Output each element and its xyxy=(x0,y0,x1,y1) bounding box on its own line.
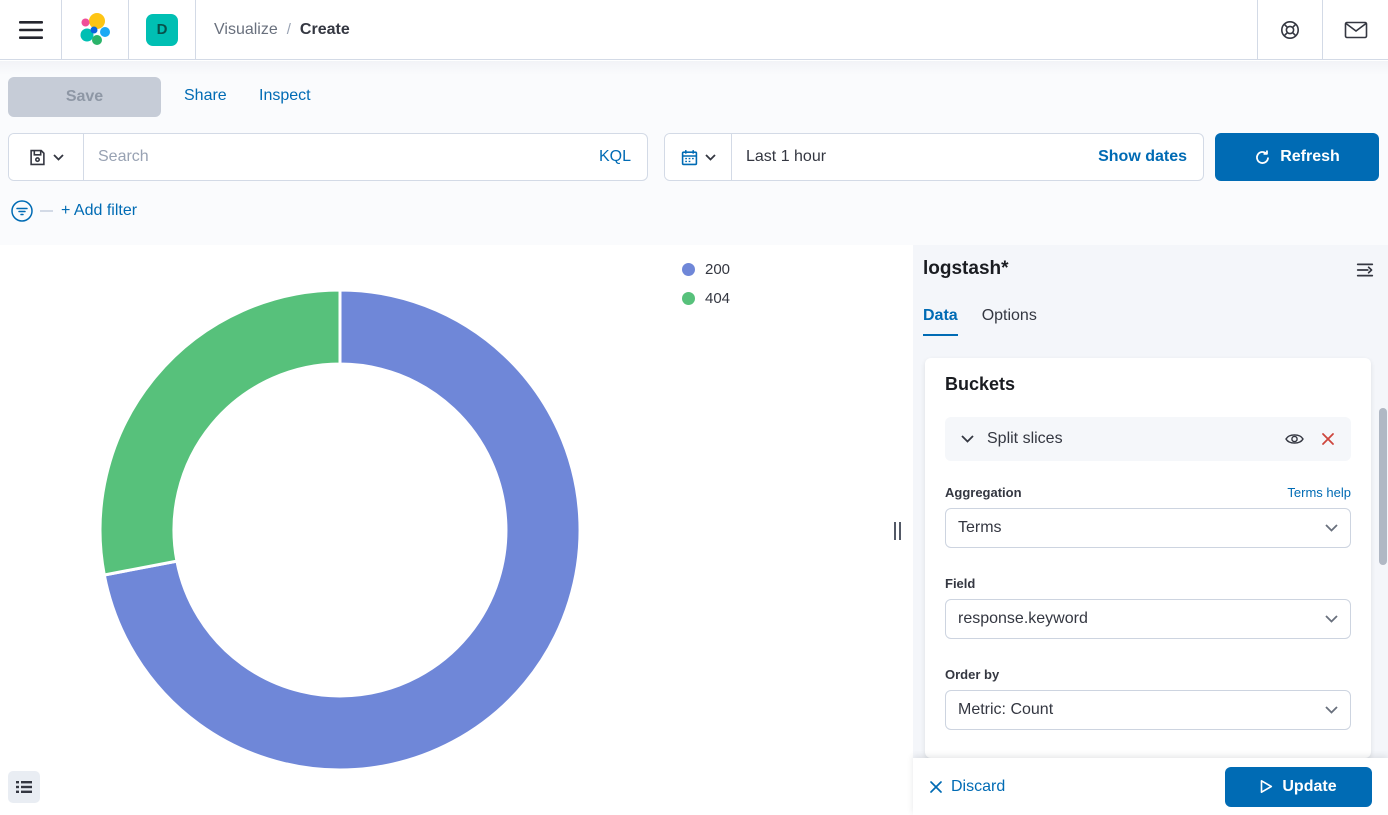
terms-help-link[interactable]: Terms help xyxy=(1287,485,1351,500)
legend-toggle-button[interactable] xyxy=(8,771,40,803)
aggregation-label: Aggregation xyxy=(945,485,1022,500)
chevron-down-icon xyxy=(1325,615,1338,623)
chevron-down-icon xyxy=(704,153,716,161)
calendar-menu-button[interactable] xyxy=(665,134,732,180)
add-filter-button[interactable]: + Add filter xyxy=(61,202,138,219)
filter-menu-icon[interactable] xyxy=(10,199,34,223)
logo-section xyxy=(62,0,129,59)
chevron-down-icon xyxy=(961,435,974,443)
buckets-card: Buckets Split slices xyxy=(925,358,1371,758)
vis-editor-sidebar: logstash* Data Options Buckets Split sli… xyxy=(913,245,1388,815)
field-label: Field xyxy=(945,576,976,591)
filter-dash-divider xyxy=(40,210,53,212)
field-select[interactable]: response.keyword xyxy=(945,599,1351,639)
show-dates-button[interactable]: Show dates xyxy=(1082,134,1203,180)
legend-dot-404 xyxy=(682,292,695,305)
search-input[interactable] xyxy=(84,134,583,180)
order-by-label: Order by xyxy=(945,667,1000,682)
search-bar: KQL xyxy=(8,133,648,181)
toggle-visibility-eye-icon[interactable] xyxy=(1285,432,1304,446)
space-section: D xyxy=(129,0,196,59)
collapse-sidebar-icon[interactable] xyxy=(1356,261,1374,279)
update-button[interactable]: Update xyxy=(1225,766,1372,807)
saved-query-menu-button[interactable] xyxy=(9,134,84,180)
breadcrumb-visualize[interactable]: Visualize xyxy=(214,20,278,38)
aggregation-value: Terms xyxy=(958,519,1002,536)
share-button[interactable]: Share xyxy=(184,87,227,104)
filter-bar: + Add filter xyxy=(10,198,137,224)
split-slices-label: Split slices xyxy=(987,430,1063,447)
mail-icon[interactable] xyxy=(1344,21,1368,39)
hamburger-menu-icon[interactable] xyxy=(18,20,44,40)
sidebar-tabs: Data Options xyxy=(923,307,1037,336)
kql-button[interactable]: KQL xyxy=(583,134,647,180)
visualization-canvas: 200 404 xyxy=(0,245,908,815)
breadcrumb: Visualize / Create xyxy=(196,0,1257,59)
buckets-heading: Buckets xyxy=(945,374,1016,394)
legend-label: 200 xyxy=(705,261,731,278)
refresh-button[interactable]: Refresh xyxy=(1215,133,1379,181)
legend-label: 404 xyxy=(705,290,731,307)
order-by-select[interactable]: Metric: Count xyxy=(945,690,1351,730)
save-query-icon xyxy=(29,149,45,165)
chevron-down-icon xyxy=(1325,524,1338,532)
panel-resizer-handle[interactable] xyxy=(892,521,902,541)
help-icon[interactable] xyxy=(1279,19,1301,41)
notifications-section xyxy=(1322,0,1388,59)
update-label: Update xyxy=(1282,777,1337,795)
refresh-label: Refresh xyxy=(1280,148,1340,165)
sidebar-footer: Discard Update xyxy=(913,758,1388,815)
tab-options[interactable]: Options xyxy=(982,307,1037,336)
menu-section xyxy=(0,0,62,59)
order-by-value: Metric: Count xyxy=(958,701,1054,718)
help-section xyxy=(1257,0,1322,59)
breadcrumb-create: Create xyxy=(299,20,350,38)
field-value: response.keyword xyxy=(958,610,1088,627)
legend-dot-200 xyxy=(682,263,695,276)
close-icon xyxy=(930,780,942,793)
inspect-button[interactable]: Inspect xyxy=(259,87,311,104)
time-range-value[interactable]: Last 1 hour xyxy=(746,148,827,165)
space-avatar[interactable]: D xyxy=(146,13,178,46)
aggregation-select[interactable]: Terms xyxy=(945,508,1351,548)
donut-chart xyxy=(98,288,582,772)
tab-data[interactable]: Data xyxy=(923,307,958,336)
refresh-icon xyxy=(1256,149,1270,164)
sidebar-scrollbar-thumb[interactable] xyxy=(1379,408,1387,565)
breadcrumb-separator: / xyxy=(286,21,291,38)
time-picker: Last 1 hour Show dates xyxy=(664,133,1204,181)
list-icon xyxy=(16,781,32,793)
app-header: D Visualize / Create xyxy=(0,0,1388,60)
play-icon xyxy=(1261,780,1273,793)
legend-item-200[interactable]: 200 xyxy=(682,261,730,278)
discard-button[interactable]: Discard xyxy=(929,778,1005,796)
index-pattern-title: logstash* xyxy=(923,258,1009,279)
chevron-down-icon xyxy=(1325,706,1338,714)
chart-legend: 200 404 xyxy=(682,261,730,307)
save-button[interactable]: Save xyxy=(8,77,161,117)
discard-label: Discard xyxy=(951,777,1006,795)
donut-slice-200[interactable] xyxy=(102,288,582,772)
remove-bucket-x-icon[interactable] xyxy=(1321,432,1335,446)
donut-slice-404[interactable] xyxy=(98,288,342,577)
chevron-down-icon xyxy=(52,153,64,161)
calendar-icon xyxy=(681,149,697,165)
legend-item-404[interactable]: 404 xyxy=(682,290,730,307)
split-slices-row[interactable]: Split slices xyxy=(945,417,1351,461)
elastic-logo[interactable] xyxy=(78,12,112,48)
